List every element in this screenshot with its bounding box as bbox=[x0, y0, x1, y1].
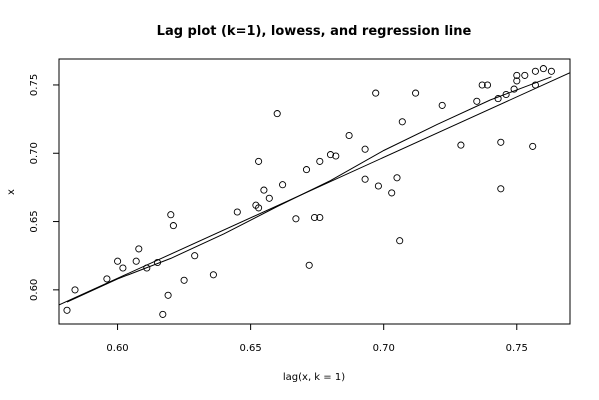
data-point bbox=[305, 261, 313, 269]
data-point bbox=[265, 194, 273, 202]
data-point bbox=[260, 186, 268, 194]
x-tick-label: 0.60 bbox=[106, 343, 128, 354]
data-point bbox=[513, 71, 521, 79]
data-point bbox=[510, 85, 518, 93]
data-point bbox=[316, 157, 324, 165]
data-point bbox=[233, 208, 241, 216]
data-point bbox=[167, 211, 175, 219]
data-point bbox=[153, 258, 162, 267]
data-point bbox=[159, 310, 167, 318]
data-point bbox=[531, 67, 539, 75]
data-point bbox=[103, 275, 111, 283]
x-tick-label: 0.75 bbox=[506, 343, 528, 354]
data-point bbox=[502, 90, 510, 99]
data-point bbox=[483, 81, 492, 89]
data-point bbox=[316, 213, 324, 222]
data-point bbox=[191, 252, 199, 260]
data-point bbox=[273, 110, 281, 118]
data-point bbox=[374, 182, 382, 190]
data-point bbox=[398, 118, 406, 126]
y-axis-label: x bbox=[6, 189, 17, 195]
data-point bbox=[255, 157, 263, 165]
data-point bbox=[494, 95, 502, 103]
data-point bbox=[63, 306, 71, 314]
lowess-line bbox=[66, 76, 552, 303]
x-tick-label: 0.70 bbox=[373, 343, 395, 354]
data-point bbox=[473, 97, 481, 105]
data-point bbox=[326, 151, 335, 159]
data-point bbox=[531, 81, 539, 89]
data-point bbox=[438, 101, 446, 109]
data-point bbox=[361, 145, 369, 153]
data-point bbox=[169, 222, 177, 230]
data-point bbox=[292, 215, 300, 223]
data-point bbox=[143, 264, 151, 272]
y-tick-label: 0.65 bbox=[29, 210, 40, 232]
data-point bbox=[513, 77, 521, 85]
data-point bbox=[521, 71, 529, 79]
data-point bbox=[180, 276, 188, 284]
x-tick-label: 0.65 bbox=[239, 343, 261, 354]
data-point bbox=[132, 257, 140, 265]
data-point bbox=[164, 291, 172, 299]
chart-title: Lag plot (k=1), lowess, and regression l… bbox=[157, 24, 472, 39]
plot-frame bbox=[58, 58, 571, 325]
data-point bbox=[310, 213, 319, 222]
data-point bbox=[279, 181, 287, 189]
data-point bbox=[135, 245, 143, 253]
x-axis: 0.60 0.65 0.70 0.75 bbox=[106, 324, 528, 354]
data-point bbox=[209, 271, 217, 279]
y-tick-label: 0.75 bbox=[29, 74, 40, 96]
y-axis: 0.60 0.65 0.70 0.75 bbox=[29, 74, 59, 301]
data-point bbox=[396, 237, 404, 245]
data-point bbox=[529, 142, 537, 150]
data-point bbox=[497, 138, 505, 146]
data-point bbox=[547, 67, 555, 75]
data-point bbox=[497, 185, 505, 193]
data-point bbox=[372, 89, 380, 97]
data-point bbox=[345, 131, 353, 140]
data-point bbox=[71, 286, 79, 294]
fit-lines bbox=[59, 72, 570, 306]
data-point bbox=[393, 174, 401, 182]
y-tick-label: 0.60 bbox=[29, 279, 40, 301]
data-point bbox=[332, 152, 340, 160]
data-point bbox=[255, 204, 263, 212]
data-point bbox=[302, 166, 311, 174]
y-tick-label: 0.70 bbox=[29, 142, 40, 164]
data-point bbox=[457, 141, 465, 149]
data-point bbox=[119, 264, 127, 272]
x-axis-label: lag(x, k = 1) bbox=[283, 372, 345, 383]
data-point bbox=[114, 257, 122, 265]
scatter-points bbox=[63, 65, 555, 318]
data-point bbox=[361, 175, 369, 183]
data-point bbox=[412, 89, 420, 97]
data-point bbox=[539, 65, 547, 73]
data-point bbox=[478, 81, 486, 89]
data-point bbox=[388, 189, 396, 197]
